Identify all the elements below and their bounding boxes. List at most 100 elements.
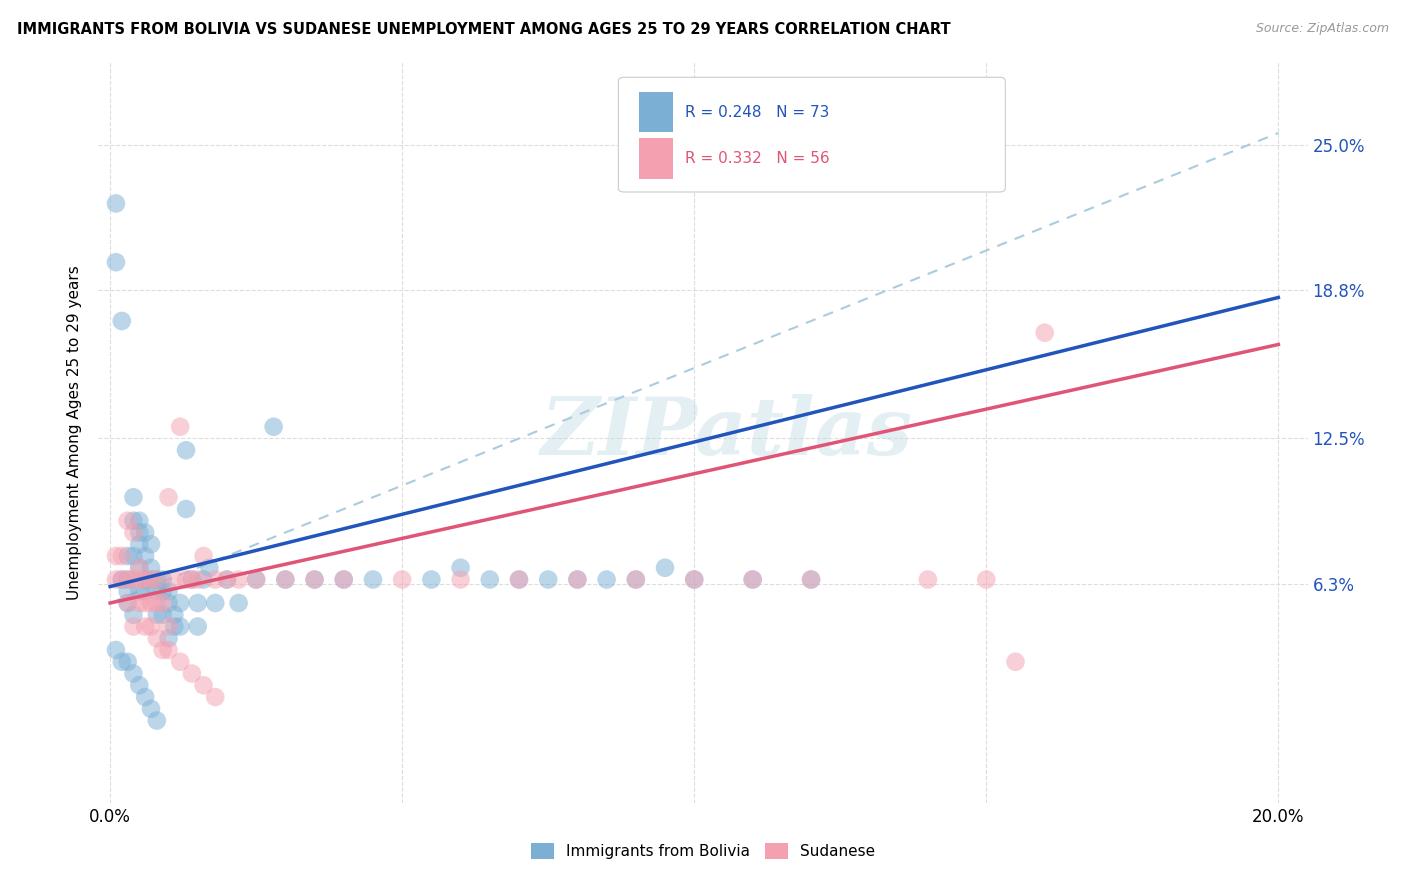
Point <box>104 196 127 211</box>
Point <box>122 490 145 504</box>
Y-axis label: Unemployment Among Ages 25 to 29 years: Unemployment Among Ages 25 to 29 years <box>67 265 83 600</box>
Point <box>163 619 186 633</box>
Point <box>111 314 134 328</box>
Point <box>741 573 763 587</box>
Point <box>146 573 169 587</box>
Point <box>180 666 202 681</box>
Point <box>174 573 197 587</box>
Point <box>134 525 156 540</box>
Point <box>508 573 530 587</box>
Point <box>157 643 180 657</box>
Point <box>478 573 501 587</box>
Point <box>174 443 197 458</box>
Point <box>146 632 169 646</box>
Point <box>128 514 150 528</box>
FancyBboxPatch shape <box>638 138 673 179</box>
Point <box>122 514 145 528</box>
Text: IMMIGRANTS FROM BOLIVIA VS SUDANESE UNEMPLOYMENT AMONG AGES 25 TO 29 YEARS CORRE: IMMIGRANTS FROM BOLIVIA VS SUDANESE UNEM… <box>17 22 950 37</box>
Point <box>128 596 150 610</box>
Point <box>146 607 169 622</box>
Point <box>134 584 156 599</box>
Point <box>332 573 354 587</box>
Point <box>104 643 127 657</box>
Point <box>1004 655 1026 669</box>
Point <box>146 573 169 587</box>
Point <box>245 573 267 587</box>
Text: Source: ZipAtlas.com: Source: ZipAtlas.com <box>1256 22 1389 36</box>
Point <box>128 561 150 575</box>
Point <box>104 573 127 587</box>
Point <box>134 573 156 587</box>
Point <box>117 596 139 610</box>
Point <box>152 573 174 587</box>
Point <box>193 573 215 587</box>
Point <box>169 596 191 610</box>
Text: ZIPatlas: ZIPatlas <box>541 394 914 471</box>
FancyBboxPatch shape <box>638 92 673 132</box>
Point <box>204 596 226 610</box>
Point <box>974 573 997 587</box>
Point <box>157 619 180 633</box>
Point <box>122 619 145 633</box>
Point <box>122 549 145 563</box>
Point <box>800 573 823 587</box>
Point <box>683 573 706 587</box>
Point <box>128 678 150 692</box>
Point <box>741 573 763 587</box>
Point <box>450 573 472 587</box>
Point <box>245 573 267 587</box>
Point <box>134 549 156 563</box>
Point <box>139 537 162 551</box>
Point <box>122 607 145 622</box>
Point <box>117 596 139 610</box>
Point <box>128 525 150 540</box>
Point <box>117 573 139 587</box>
Point <box>187 596 209 610</box>
Point <box>332 573 354 587</box>
Point <box>111 549 134 563</box>
Point <box>450 561 472 575</box>
Point <box>215 573 238 587</box>
Point <box>683 573 706 587</box>
Point <box>193 549 215 563</box>
Point <box>152 584 174 599</box>
Point <box>420 573 443 587</box>
Point <box>193 678 215 692</box>
Point <box>917 573 939 587</box>
Point <box>624 573 647 587</box>
Point <box>122 573 145 587</box>
Point <box>215 573 238 587</box>
Point <box>163 573 186 587</box>
Point <box>274 573 297 587</box>
Point <box>117 655 139 669</box>
Point <box>134 596 156 610</box>
Point <box>304 573 326 587</box>
Point <box>152 607 174 622</box>
Point <box>152 643 174 657</box>
Point <box>134 690 156 704</box>
Point <box>537 573 560 587</box>
Point <box>567 573 589 587</box>
Point <box>163 607 186 622</box>
Point <box>180 573 202 587</box>
Text: R = 0.332   N = 56: R = 0.332 N = 56 <box>685 151 830 166</box>
Point <box>117 514 139 528</box>
Point <box>117 573 139 587</box>
Point <box>204 573 226 587</box>
Point <box>1033 326 1056 340</box>
Point <box>391 573 413 587</box>
Point <box>146 584 169 599</box>
Point <box>146 596 169 610</box>
Point <box>800 573 823 587</box>
Point <box>157 596 180 610</box>
Point <box>304 573 326 587</box>
Point <box>157 632 180 646</box>
Point <box>152 596 174 610</box>
Point <box>139 619 162 633</box>
Point <box>117 584 139 599</box>
Point <box>128 537 150 551</box>
Point <box>111 573 134 587</box>
Point <box>139 573 162 587</box>
Point <box>567 573 589 587</box>
Point <box>104 549 127 563</box>
